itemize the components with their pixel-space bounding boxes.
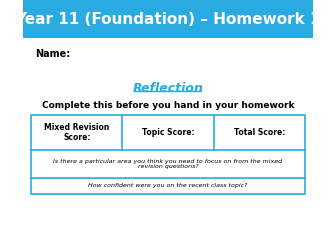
Text: Name:: Name:: [35, 49, 70, 59]
Text: Reflection: Reflection: [133, 81, 203, 94]
Text: Mixed Revision
Score:: Mixed Revision Score:: [44, 123, 110, 142]
Text: Complete this before you hand in your homework: Complete this before you hand in your ho…: [42, 101, 294, 110]
Text: Year 11 (Foundation) – Homework 1: Year 11 (Foundation) – Homework 1: [15, 12, 321, 26]
Text: How confident were you on the recent class topic?: How confident were you on the recent cla…: [88, 183, 248, 188]
Text: Total Score:: Total Score:: [234, 128, 285, 137]
Bar: [23, 0, 313, 38]
Bar: [31, 115, 305, 194]
Text: Topic Score:: Topic Score:: [142, 128, 194, 137]
Text: Is there a particular area you think you need to focus on from the mixed
revisio: Is there a particular area you think you…: [53, 159, 283, 169]
